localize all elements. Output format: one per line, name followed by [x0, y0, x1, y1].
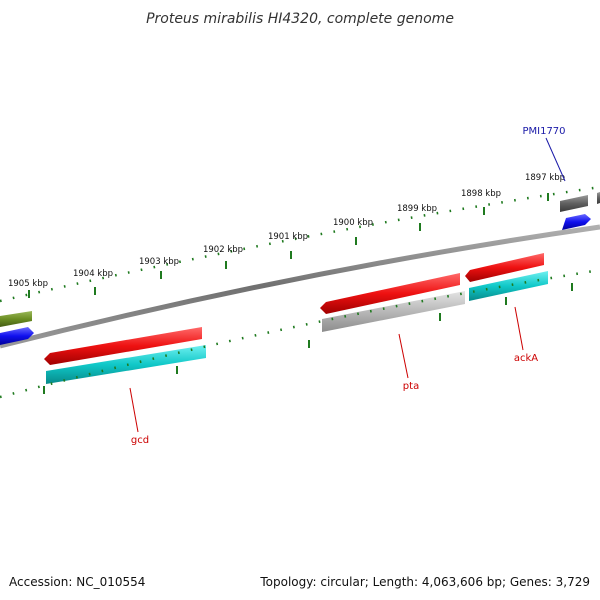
gcd-leader-line — [129, 387, 139, 433]
gene-gcd-arrow[interactable] — [44, 327, 202, 365]
tick-label: 1899 kbp — [397, 204, 437, 214]
gene-feature-dark-gray[interactable] — [597, 192, 600, 204]
map-title: Proteus mirabilis HI4320, complete genom… — [146, 11, 454, 27]
ackA-leader-line — [514, 306, 524, 351]
tick-label: 1905 kbp — [8, 279, 48, 289]
gene-label-ackA[interactable]: ackA — [514, 353, 538, 364]
gene-feature-blue[interactable] — [0, 327, 34, 345]
gene-label-gcd[interactable]: gcd — [131, 435, 149, 446]
gene-feature-gray[interactable] — [322, 291, 465, 332]
tick-label: 1904 kbp — [73, 269, 113, 279]
accession-text: Accession: NC_010554 — [9, 575, 145, 589]
inner-major-ticks — [43, 283, 573, 394]
gene-label-leaders — [129, 137, 566, 433]
gene-pta-arrow[interactable] — [320, 273, 460, 314]
outer-major-ticks — [28, 193, 549, 298]
genome-backbone — [0, 224, 600, 349]
gene-feature-blue[interactable] — [562, 214, 591, 230]
tick-label: 1902 kbp — [203, 245, 243, 255]
gene-feature-olive[interactable] — [0, 311, 32, 327]
gene-feature-cyan[interactable] — [469, 271, 548, 301]
tick-label: 1898 kbp — [461, 189, 501, 199]
red-gene-features — [44, 253, 544, 365]
genome-summary-text: Topology: circular; Length: 4,063,606 bp… — [259, 575, 590, 589]
gene-ackA-arrow[interactable] — [465, 253, 544, 282]
lower-gene-features — [46, 271, 548, 384]
gene-label-pta[interactable]: pta — [403, 381, 419, 392]
reverse-strand-features — [0, 214, 591, 345]
pmi1770-leader-line — [545, 137, 566, 182]
gene-label-pmi1770[interactable]: PMI1770 — [522, 126, 565, 137]
forward-strand-features — [0, 192, 600, 327]
tick-label: 1901 kbp — [268, 232, 308, 242]
tick-label: 1897 kbp — [525, 173, 565, 183]
tick-label: 1900 kbp — [333, 218, 373, 228]
pta-leader-line — [398, 333, 409, 379]
gene-feature-dark-gray[interactable] — [560, 195, 588, 212]
tick-label: 1903 kbp — [139, 257, 179, 267]
tick-labels: 1905 kbp 1904 kbp 1903 kbp 1902 kbp 1901… — [8, 173, 565, 289]
